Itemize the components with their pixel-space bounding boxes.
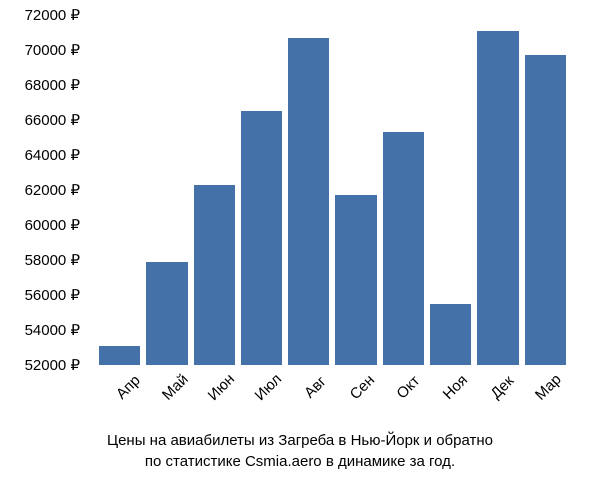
bar xyxy=(241,111,282,365)
y-tick-label: 56000 ₽ xyxy=(25,286,80,304)
bar xyxy=(525,55,566,365)
bar xyxy=(288,38,329,365)
bar xyxy=(383,132,424,365)
y-tick-label: 52000 ₽ xyxy=(25,356,80,374)
bar xyxy=(430,304,471,365)
y-tick-label: 72000 ₽ xyxy=(25,6,80,24)
bar xyxy=(146,262,187,365)
bar xyxy=(477,31,518,365)
y-tick-label: 62000 ₽ xyxy=(25,181,80,199)
y-tick-label: 58000 ₽ xyxy=(25,251,80,269)
y-tick-label: 70000 ₽ xyxy=(25,41,80,59)
bar xyxy=(194,185,235,365)
y-tick-label: 68000 ₽ xyxy=(25,76,80,94)
y-tick-label: 54000 ₽ xyxy=(25,321,80,339)
y-tick-label: 60000 ₽ xyxy=(25,216,80,234)
chart-container: 72000 ₽ 70000 ₽ 68000 ₽ 66000 ₽ 64000 ₽ 62000… xyxy=(0,0,600,500)
bars-group xyxy=(95,15,570,365)
caption-line-1: Цены на авиабилеты из Загреба в Нью-Йорк… xyxy=(107,432,493,449)
x-tick-label: Мар xyxy=(526,365,594,433)
x-axis: АпрМайИюнИюлАвгСенОктНояДекМар xyxy=(95,370,570,420)
bar xyxy=(99,346,140,365)
caption-line-2: по статистике Csmia.aero в динамике за г… xyxy=(145,453,455,470)
chart-caption: Цены на авиабилеты из Загреба в Нью-Йорк… xyxy=(0,430,600,472)
plot-area xyxy=(95,15,570,365)
bar xyxy=(335,195,376,365)
y-tick-label: 64000 ₽ xyxy=(25,146,80,164)
y-tick-label: 66000 ₽ xyxy=(25,111,80,129)
y-axis: 72000 ₽70000 ₽68000 ₽66000 ₽64000 ₽62000… xyxy=(0,15,90,365)
